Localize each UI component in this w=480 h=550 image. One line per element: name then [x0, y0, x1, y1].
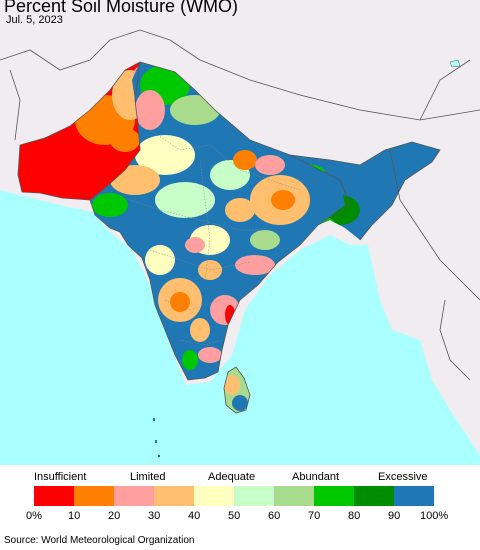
legend-swatch-9	[394, 486, 434, 506]
legend-tick-5: 50	[228, 510, 241, 522]
legend-tick-6: 60	[268, 510, 281, 522]
legend-swatch-1	[74, 486, 114, 506]
legend-label-abundant: Abundant	[292, 471, 340, 483]
legend-tick-4: 40	[188, 510, 201, 522]
legend-swatch-5	[234, 486, 274, 506]
soil-moisture-map	[0, 0, 480, 465]
legend-swatch-4	[194, 486, 234, 506]
map-date: Jul. 5, 2023	[6, 14, 63, 26]
country-borders	[0, 29, 480, 414]
legend-swatch-6	[274, 486, 314, 506]
legend-swatch-8	[354, 486, 394, 506]
legend-label-adequate: Adequate	[208, 471, 256, 483]
legend-label-limited: Limited	[130, 471, 166, 483]
islands	[153, 418, 160, 457]
lake-marker	[449, 59, 461, 68]
legend-tick-2: 20	[108, 510, 121, 522]
legend-swatch-2	[114, 486, 154, 506]
source-credit: Source: World Meteorological Organizatio…	[4, 535, 195, 546]
state-boundaries	[129, 129, 301, 346]
legend-tick-10: 100%	[420, 510, 449, 522]
legend-tick-8: 80	[348, 510, 361, 522]
legend-tick-7: 70	[308, 510, 321, 522]
legend-label-excessive: Excessive	[378, 471, 428, 483]
legend-swatch-0	[34, 486, 74, 506]
legend-tick-3: 30	[148, 510, 161, 522]
legend-swatch-7	[314, 486, 354, 506]
legend-tick-9: 90	[388, 510, 401, 522]
legend-tick-0: 0%	[26, 510, 42, 522]
legend-tick-1: 10	[68, 510, 81, 522]
legend-swatch-3	[154, 486, 194, 506]
indian-ocean	[0, 190, 480, 465]
map-title: Percent Soil Moisture (WMO)	[4, 0, 239, 16]
legend-label-insufficient: Insufficient	[34, 471, 87, 483]
